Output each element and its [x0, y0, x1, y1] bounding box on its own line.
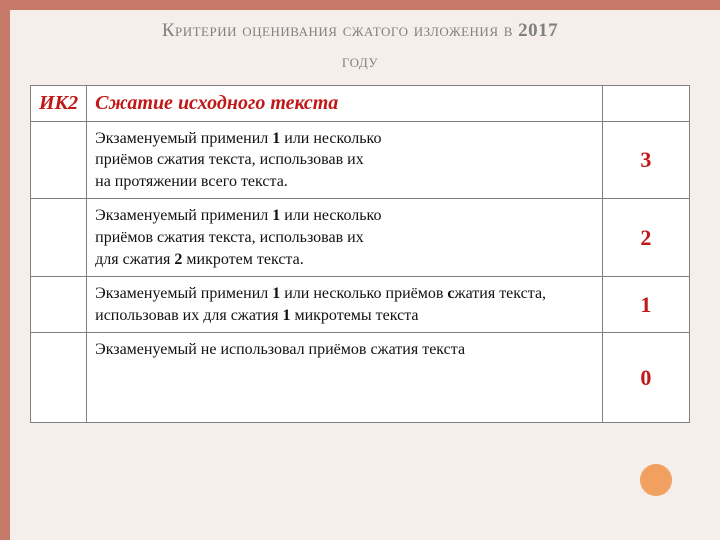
cell-score: 2	[611, 225, 681, 251]
table-row: Экзаменуемый не использовал приёмов сжат…	[31, 333, 690, 423]
slide: Критерии оценивания сжатого изложения в …	[0, 0, 720, 540]
cell-score: 1	[611, 292, 681, 318]
table-row: Экзаменуемый применил 1 или несколькопри…	[31, 199, 690, 277]
page-title-line2: году	[28, 51, 692, 73]
table-header-row: ИК2 Сжатие исходного текста	[31, 85, 690, 121]
title-prefix: Критерии оценивания сжатого изложения в	[162, 20, 518, 41]
cell-code	[31, 199, 87, 277]
header-score	[602, 85, 689, 121]
decorative-dot	[640, 464, 672, 496]
criteria-table: ИК2 Сжатие исходного текста Экзаменуемый…	[30, 85, 690, 424]
table-row: Экзаменуемый применил 1 или несколько пр…	[31, 277, 690, 333]
cell-score: 0	[611, 365, 681, 391]
header-desc: Сжатие исходного текста	[87, 85, 603, 121]
cell-code	[31, 277, 87, 333]
cell-code	[31, 333, 87, 423]
page-title: Критерии оценивания сжатого изложения в …	[28, 18, 692, 45]
cell-desc: Экзаменуемый не использовал приёмов сжат…	[95, 339, 594, 361]
cell-desc: Экзаменуемый применил 1 или несколькопри…	[95, 128, 594, 193]
cell-desc: Экзаменуемый применил 1 или несколькопри…	[95, 205, 594, 270]
cell-desc: Экзаменуемый применил 1 или несколько пр…	[95, 283, 594, 326]
table-row: Экзаменуемый применил 1 или несколькопри…	[31, 121, 690, 199]
cell-score: 3	[611, 147, 681, 173]
header-code: ИК2	[31, 85, 87, 121]
cell-code	[31, 121, 87, 199]
title-year: 2017	[518, 20, 558, 41]
